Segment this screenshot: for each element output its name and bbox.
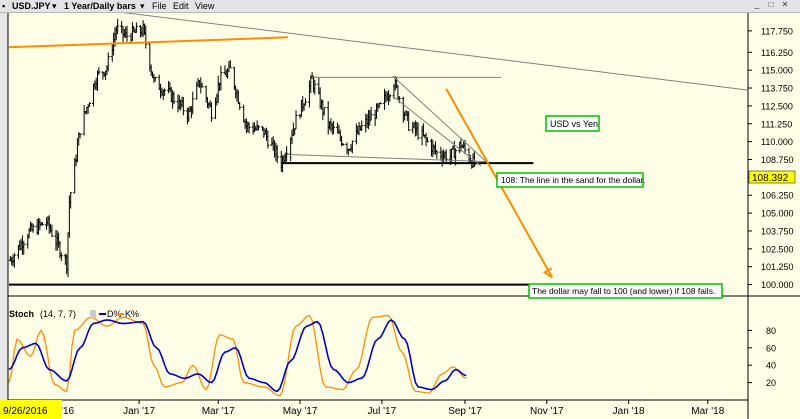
left-scroll-strip[interactable] — [0, 13, 8, 419]
symbol-dropdown-icon[interactable]: ▾ — [52, 1, 57, 11]
menu-file[interactable]: File — [152, 1, 167, 11]
price-tick-label: 110.000 — [761, 137, 793, 147]
menu-view[interactable]: View — [195, 1, 215, 11]
stoch-tick-label: 80 — [766, 326, 776, 336]
stoch-settings-icon[interactable] — [90, 310, 96, 318]
price-tick-label: 117.750 — [761, 26, 793, 36]
time-tick-label: Mar '18 — [691, 406, 724, 417]
period-label[interactable]: 1 Year/Daily bars — [64, 1, 136, 11]
k-series-label: K% — [125, 309, 139, 319]
usd-yen-annotation[interactable] — [545, 115, 600, 132]
fall-annotation[interactable] — [528, 283, 723, 299]
price-tick-label: 102.500 — [761, 244, 794, 254]
trendline-line — [122, 13, 749, 91]
symbol-label[interactable]: USD.JPY — [12, 1, 51, 11]
stoch-axis: 80 60 40 20 — [748, 326, 776, 388]
price-tick-label: 103.750 — [761, 226, 794, 236]
time-tick-label: Jan '17 — [123, 406, 155, 417]
chart-canvas[interactable]: 117.750 116.250 115.000 113.750 112.500 111.2… — [0, 13, 800, 419]
time-tick-label: Mar '17 — [202, 406, 235, 417]
stochastic-lines — [8, 314, 467, 397]
time-tick-label: Jul '17 — [368, 406, 397, 417]
minimize-icon[interactable]: _ — [754, 0, 760, 9]
sand-annotation-text: 108: The line in the sand for the dollar… — [501, 175, 645, 185]
menu-edit[interactable]: Edit — [173, 1, 189, 11]
d-series-label: D% — [107, 309, 122, 319]
d-series-line — [8, 319, 467, 393]
k-series-line — [8, 314, 467, 397]
stoch-tick-label: 60 — [766, 343, 776, 353]
stoch-label: Stoch — [9, 309, 34, 319]
price-tick-label: 111.250 — [761, 119, 792, 129]
drawn-lines — [8, 13, 749, 286]
stoch-tick-label: 20 — [766, 378, 776, 388]
price-tick-label: 100.000 — [761, 280, 794, 290]
start-date-badge — [0, 400, 62, 419]
price-bars — [8, 18, 476, 278]
sand-annotation[interactable] — [496, 172, 644, 188]
trendline-line — [8, 36, 289, 49]
price-tick-label: 112.500 — [761, 101, 793, 111]
time-tick-label: Nov '17 — [530, 406, 564, 417]
usd-yen-annotation-text: USD vs Yen — [550, 119, 598, 129]
fall-annotation-text: The dollar may fall to 100 (and lower) i… — [532, 286, 715, 296]
channel-line — [392, 95, 482, 167]
channel-line — [392, 75, 489, 164]
price-tick-label: 115.000 — [761, 66, 793, 76]
time-tick-label: Jan '18 — [613, 406, 645, 417]
time-tick-label: May '17 — [283, 406, 318, 417]
price-tick-label: 108.750 — [761, 155, 794, 165]
time-tick-label: Sep '17 — [448, 406, 482, 417]
projection-arrow-head — [542, 267, 553, 279]
price-tick-label: 113.750 — [761, 84, 793, 94]
stoch-tick-label: 40 — [766, 361, 776, 371]
current-price-badge — [748, 170, 796, 184]
price-tick-label: 101.250 — [761, 262, 794, 272]
current-price-label: 108.392 — [752, 173, 789, 184]
start-date-label: 9/26/2016 — [3, 406, 48, 417]
price-tick-label: 105.000 — [761, 209, 794, 219]
channel-line — [287, 154, 488, 163]
price-tick-label: 116.250 — [761, 48, 793, 58]
maximize-icon[interactable]: □ — [768, 0, 774, 9]
period-dropdown-icon[interactable]: ▾ — [140, 1, 145, 11]
close-icon[interactable]: ✕ — [781, 0, 789, 9]
stoch-params: (14, 7, 7) — [40, 309, 76, 319]
price-axis: 117.750 116.250 115.000 113.750 112.500 111.2… — [748, 26, 794, 290]
chart-background — [0, 13, 800, 419]
price-tick-label: 106.250 — [761, 191, 794, 201]
app-icon: ▪ — [2, 1, 6, 11]
title-bar: ▪ USD.JPY ▾ 1 Year/Daily bars ▾ File Edi… — [0, 0, 800, 13]
